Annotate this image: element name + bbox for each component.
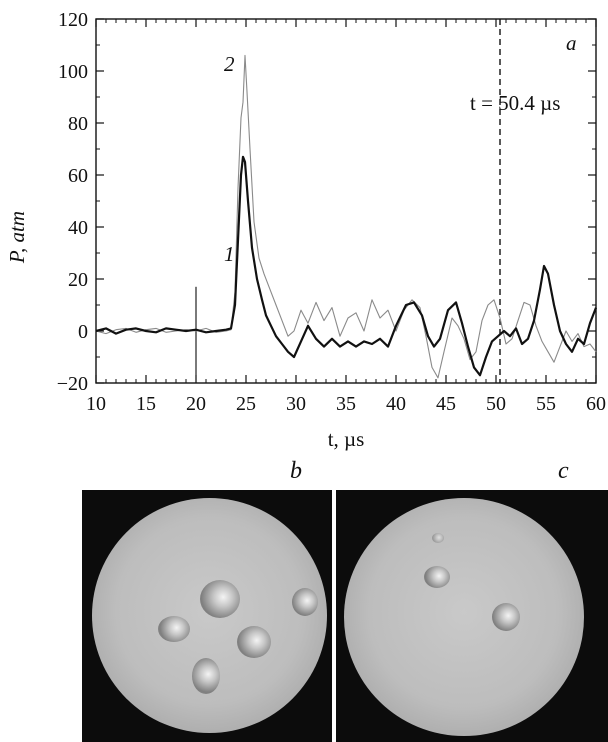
x-tick-label: 25 — [236, 393, 256, 415]
bubble — [492, 603, 520, 631]
label-layer: 10 15 20 25 30 35 40 45 50 55 60 −20 0 20 40 60 80 100 120… — [57, 9, 606, 415]
bubble — [292, 588, 318, 616]
panel-label-b: b — [290, 458, 302, 484]
y-axis-title: P, atm — [5, 211, 29, 264]
x-tick-label: 30 — [286, 393, 306, 415]
series-label-2: 2 — [224, 52, 235, 76]
bubble — [424, 566, 450, 588]
y-tick-label: 0 — [78, 321, 88, 343]
x-tick-label: 60 — [586, 393, 606, 415]
x-tick-label: 45 — [436, 393, 456, 415]
bubble — [432, 533, 444, 543]
y-tick-label: 80 — [68, 113, 88, 135]
series-layer — [95, 54, 598, 381]
x-tick-label: 15 — [136, 393, 156, 415]
y-tick-label: 20 — [68, 269, 88, 291]
viewport-disc — [92, 498, 327, 733]
x-tick-label: 35 — [336, 393, 356, 415]
x-axis-title: t, µs — [328, 427, 365, 451]
bubble — [158, 616, 190, 642]
bubble — [192, 658, 220, 694]
series-line-2 — [95, 54, 597, 379]
bubble — [237, 626, 271, 658]
series-line-1 — [95, 155, 598, 377]
y-tick-label: 120 — [58, 9, 88, 31]
series-label-1: 1 — [224, 242, 235, 266]
x-tick-label: 40 — [386, 393, 406, 415]
y-tick-label: 60 — [68, 165, 88, 187]
y-tick-label: −20 — [57, 373, 88, 395]
photo-b — [82, 490, 332, 742]
photo-c — [336, 490, 608, 742]
panel-label-a: a — [566, 31, 577, 55]
y-tick-label: 100 — [58, 61, 88, 83]
axes-frame — [95, 18, 597, 384]
y-tick-label: 40 — [68, 217, 88, 239]
x-tick-label: 50 — [486, 393, 506, 415]
x-tick-label: 10 — [86, 393, 106, 415]
x-tick-label: 20 — [186, 393, 206, 415]
panel-label-c: c — [558, 458, 569, 484]
bubble — [200, 580, 240, 618]
x-tick-label: 55 — [536, 393, 556, 415]
viewport-disc — [344, 498, 584, 736]
marker-annotation: t = 50.4 µs — [470, 91, 560, 115]
pressure-chart: 10 15 20 25 30 35 40 45 50 55 60 −20 0 20 40 60 80 100 120… — [5, 9, 606, 451]
